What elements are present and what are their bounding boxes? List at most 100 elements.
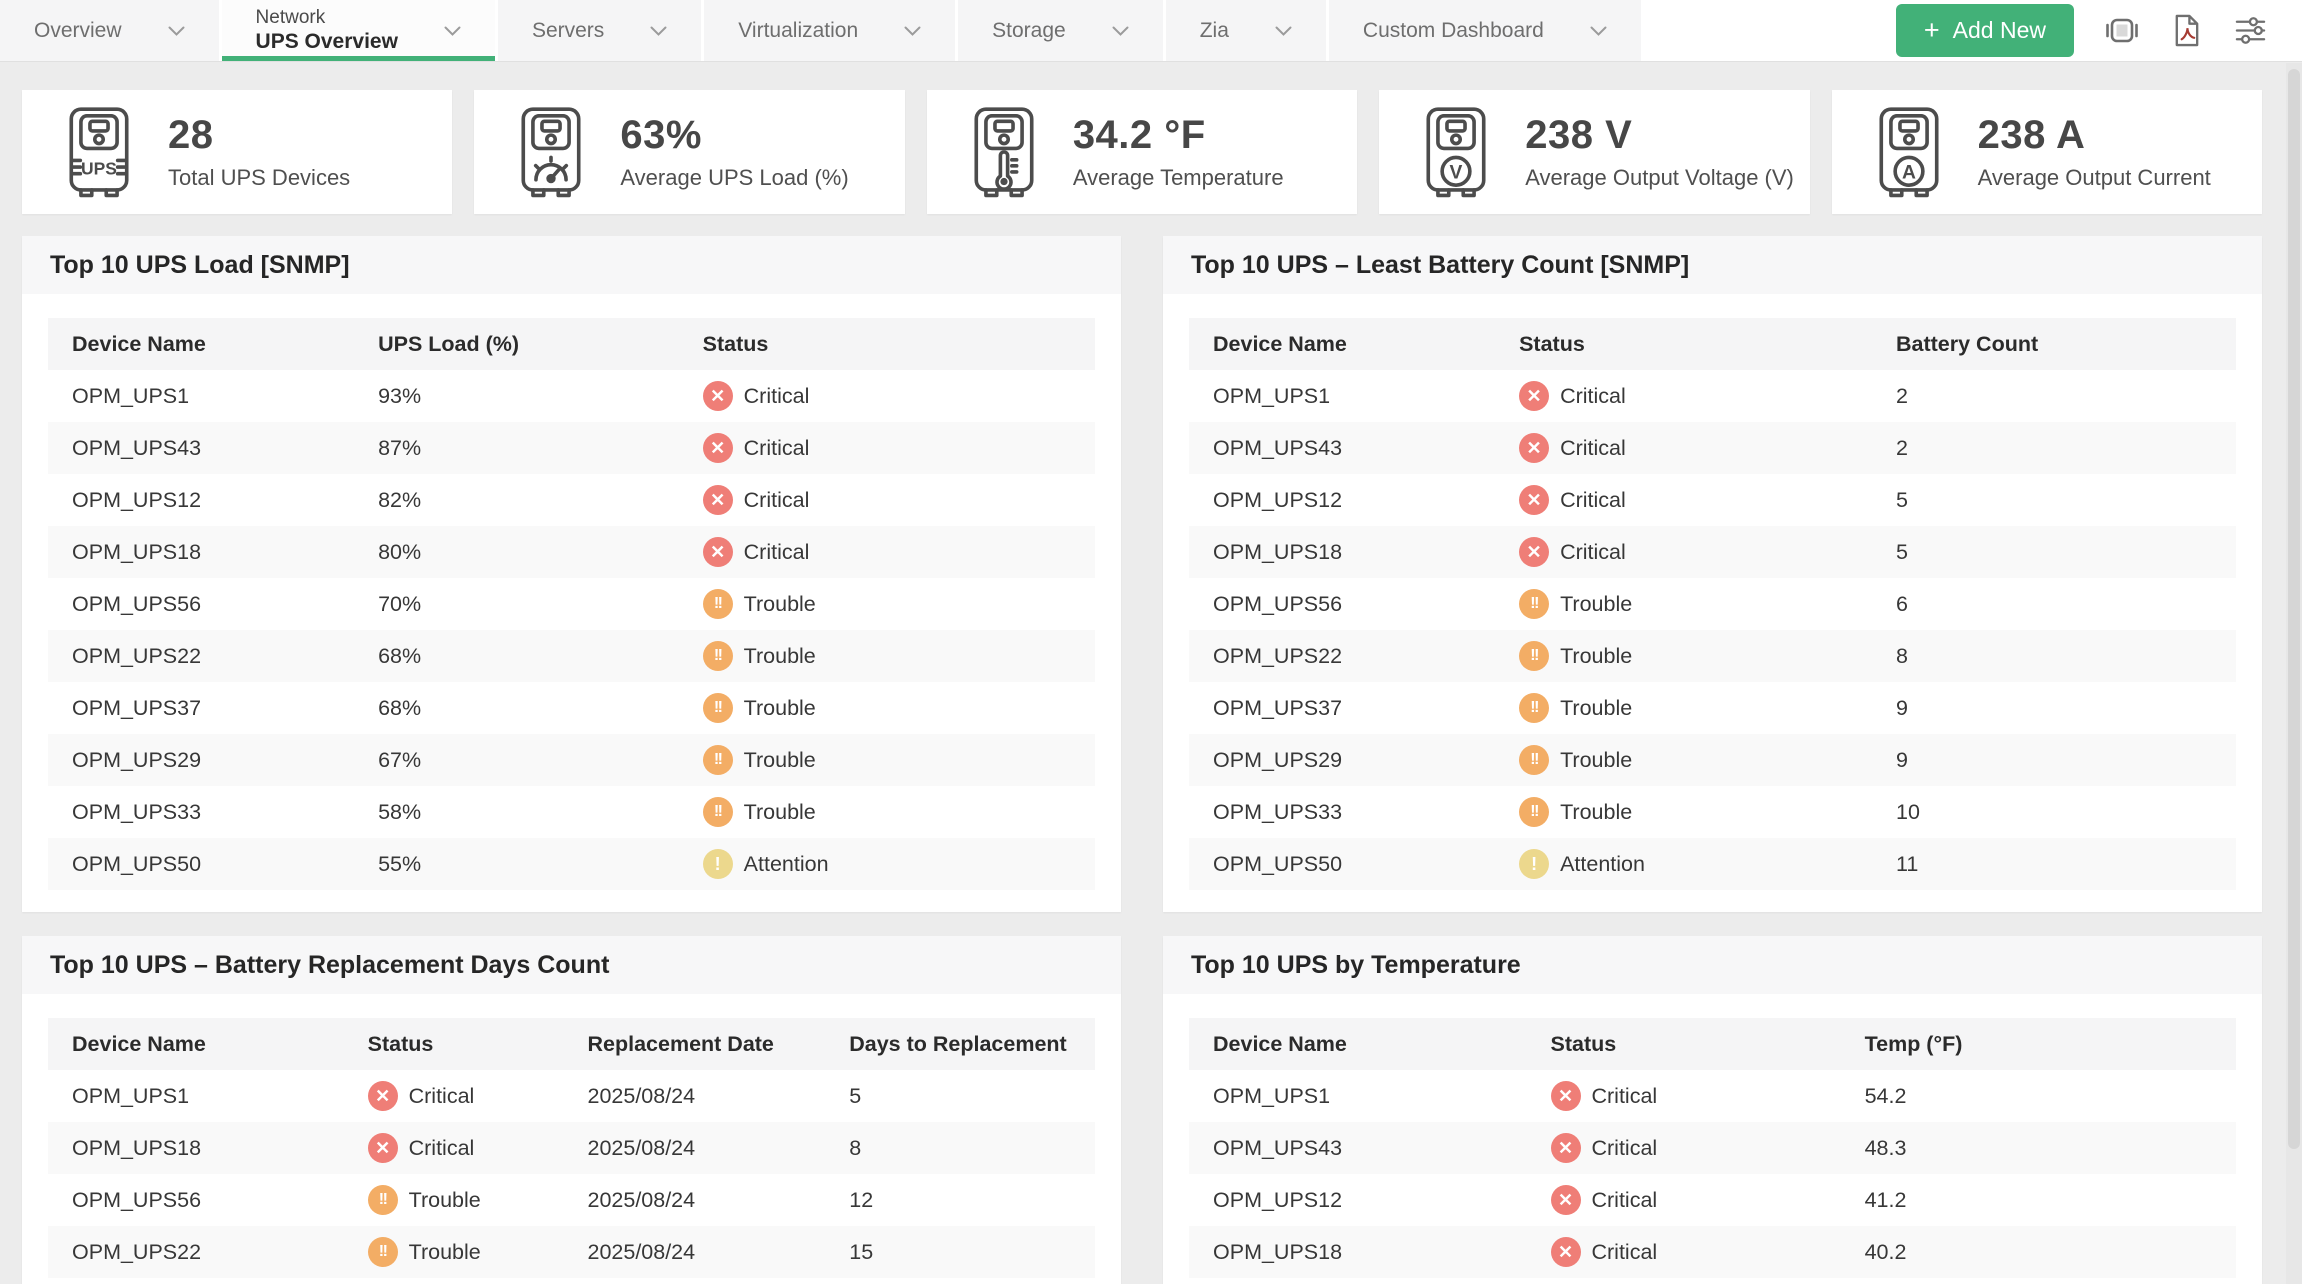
trouble-status-icon: !!: [367, 1237, 398, 1267]
nav-tab-label: Custom Dashboard: [1362, 18, 1544, 42]
add-new-button[interactable]: + Add New: [1895, 4, 2074, 57]
status-label: Trouble: [1560, 799, 1633, 824]
trouble-status-icon: !!: [702, 797, 733, 827]
nav-tabs: Overview Network UPS Overview Servers Virtua…: [0, 0, 1644, 61]
status-cell: ✕ Critical: [1535, 1122, 1849, 1174]
scrollbar-thumb[interactable]: [2288, 69, 2300, 1149]
status-cell: !! Trouble: [1503, 786, 1880, 838]
status-cell: ✕ Critical: [1503, 422, 1880, 474]
nav-tab-storage[interactable]: Storage: [958, 0, 1166, 61]
status-label: Critical: [408, 1135, 475, 1160]
nav-tab-virtualization[interactable]: Virtualization: [704, 0, 959, 61]
trouble-status-icon: !!: [1519, 745, 1550, 775]
filter-sliders-icon[interactable]: [2233, 14, 2268, 47]
nav-tab-custom-dashboard[interactable]: Custom Dashboard: [1328, 0, 1644, 61]
plus-icon: +: [1923, 15, 1940, 45]
status-badge: ✕ Critical: [1519, 537, 1626, 567]
table-row: OPM_UPS18 ✕ Critical 40.2: [1189, 1226, 2236, 1278]
nav-tab-label: Storage: [992, 18, 1066, 42]
critical-status-icon: ✕: [1550, 1185, 1581, 1215]
table-row: OPM_UPS1 ✕ Critical 54.2: [1189, 1070, 2236, 1122]
value-cell: 55%: [378, 851, 422, 876]
status-cell: !! Trouble: [687, 578, 1095, 630]
status-label: Trouble: [1560, 643, 1633, 668]
trouble-status-icon: !!: [702, 641, 733, 671]
nav-tab-servers[interactable]: Servers: [497, 0, 705, 61]
ups-load-gauge-icon: [510, 105, 592, 199]
device-name-cell: OPM_UPS33: [1213, 799, 1343, 824]
trouble-status-icon: !!: [1519, 797, 1550, 827]
status-label: Critical: [1591, 1135, 1658, 1160]
table-row: OPM_UPS12 ✕ Critical 41.2: [1189, 1174, 2236, 1226]
value-cell: 2025/08/24: [587, 1239, 696, 1264]
status-label: Critical: [1591, 1083, 1658, 1108]
status-cell: !! Trouble: [1503, 578, 1880, 630]
column-header-battery-count: Battery Count: [1896, 331, 2039, 356]
status-cell: ✕ Critical: [1503, 370, 1880, 422]
table-row: OPM_UPS43 87% ✕ Critical: [48, 422, 1095, 474]
page-scrollbar[interactable]: [2286, 63, 2302, 1284]
trouble-status-icon: !!: [367, 1185, 398, 1215]
status-badge: !! Trouble: [367, 1237, 481, 1267]
stat-card-average-ups-load: 63% Average UPS Load (%): [474, 90, 905, 214]
value-cell: 15: [849, 1239, 874, 1264]
status-label: Critical: [743, 539, 810, 564]
status-badge: ✕ Critical: [367, 1081, 474, 1111]
column-header-replacement-date: Replacement Date: [587, 1031, 774, 1056]
device-name-cell: OPM_UPS18: [72, 539, 202, 564]
status-cell: !! Trouble: [352, 1226, 572, 1278]
value-cell: 87%: [378, 435, 422, 460]
table-row: OPM_UPS43 ✕ Critical 48.3: [1189, 1122, 2236, 1174]
nav-tab-zia[interactable]: Zia: [1165, 0, 1329, 61]
status-cell: ✕ Critical: [1535, 1226, 1849, 1278]
table-row: OPM_UPS12 82% ✕ Critical: [48, 474, 1095, 526]
status-badge: ✕ Critical: [1519, 485, 1626, 515]
status-cell: ✕ Critical: [687, 526, 1095, 578]
device-name-cell: OPM_UPS50: [1213, 851, 1343, 876]
status-badge: !! Trouble: [1519, 797, 1632, 827]
slideshow-icon[interactable]: [2104, 14, 2140, 48]
trouble-status-icon: !!: [702, 693, 733, 723]
value-cell: 70%: [378, 591, 422, 616]
value-cell: 9: [1896, 695, 1908, 720]
device-name-cell: OPM_UPS37: [72, 695, 202, 720]
status-cell: !! Trouble: [1503, 682, 1880, 734]
ups-device-icon: UPS: [58, 105, 140, 199]
table-row: OPM_UPS1 ✕ Critical 2025/08/24 5: [48, 1070, 1095, 1122]
device-name-cell: OPM_UPS18: [72, 1135, 202, 1160]
status-badge: ! Attention: [702, 849, 829, 879]
status-badge: !! Trouble: [702, 589, 816, 619]
status-badge: ✕ Critical: [1519, 433, 1626, 463]
critical-status-icon: ✕: [702, 537, 733, 567]
table-row: OPM_UPS1 ✕ Critical 2: [1189, 370, 2236, 422]
status-cell: ✕ Critical: [352, 1122, 572, 1174]
value-cell: 8: [1896, 643, 1908, 668]
trouble-status-icon: !!: [702, 745, 733, 775]
nav-tab-ups-overview[interactable]: Network UPS Overview: [221, 0, 498, 61]
stat-card-average-output-current: A 238 A Average Output Current: [1831, 90, 2263, 214]
chevron-down-icon: [904, 26, 921, 36]
stat-card-average-temperature: 34.2 °F Average Temperature: [926, 90, 1358, 214]
status-label: Critical: [1560, 383, 1626, 408]
table-row: OPM_UPS18 ✕ Critical 5: [1189, 526, 2236, 578]
device-name-cell: OPM_UPS1: [72, 1083, 190, 1108]
device-name-cell: OPM_UPS56: [72, 1187, 202, 1212]
pdf-export-icon[interactable]: [2170, 13, 2203, 48]
value-cell: 5: [1896, 487, 1908, 512]
nav-tab-overview[interactable]: Overview: [0, 0, 222, 61]
stat-value: 238 V: [1525, 113, 1633, 157]
status-label: Attention: [1560, 851, 1645, 876]
nav-tab-label: UPS Overview: [255, 30, 398, 54]
value-cell: 41.2: [1864, 1187, 1907, 1212]
status-cell: ✕ Critical: [1503, 526, 1880, 578]
device-name-cell: OPM_UPS56: [1213, 591, 1343, 616]
status-cell: ✕ Critical: [1535, 1174, 1849, 1226]
panels-grid: Top 10 UPS Load [SNMP] Device Name UPS Loa…: [22, 236, 2262, 1284]
value-cell: 2: [1896, 383, 1908, 408]
value-cell: 48.3: [1864, 1135, 1907, 1160]
ups-voltage-icon: V: [1415, 105, 1497, 199]
table-row: OPM_UPS18 80% ✕ Critical: [48, 526, 1095, 578]
device-name-cell: OPM_UPS1: [1213, 1083, 1331, 1108]
status-cell: ! Attention: [687, 838, 1095, 890]
device-name-cell: OPM_UPS22: [72, 1239, 202, 1264]
